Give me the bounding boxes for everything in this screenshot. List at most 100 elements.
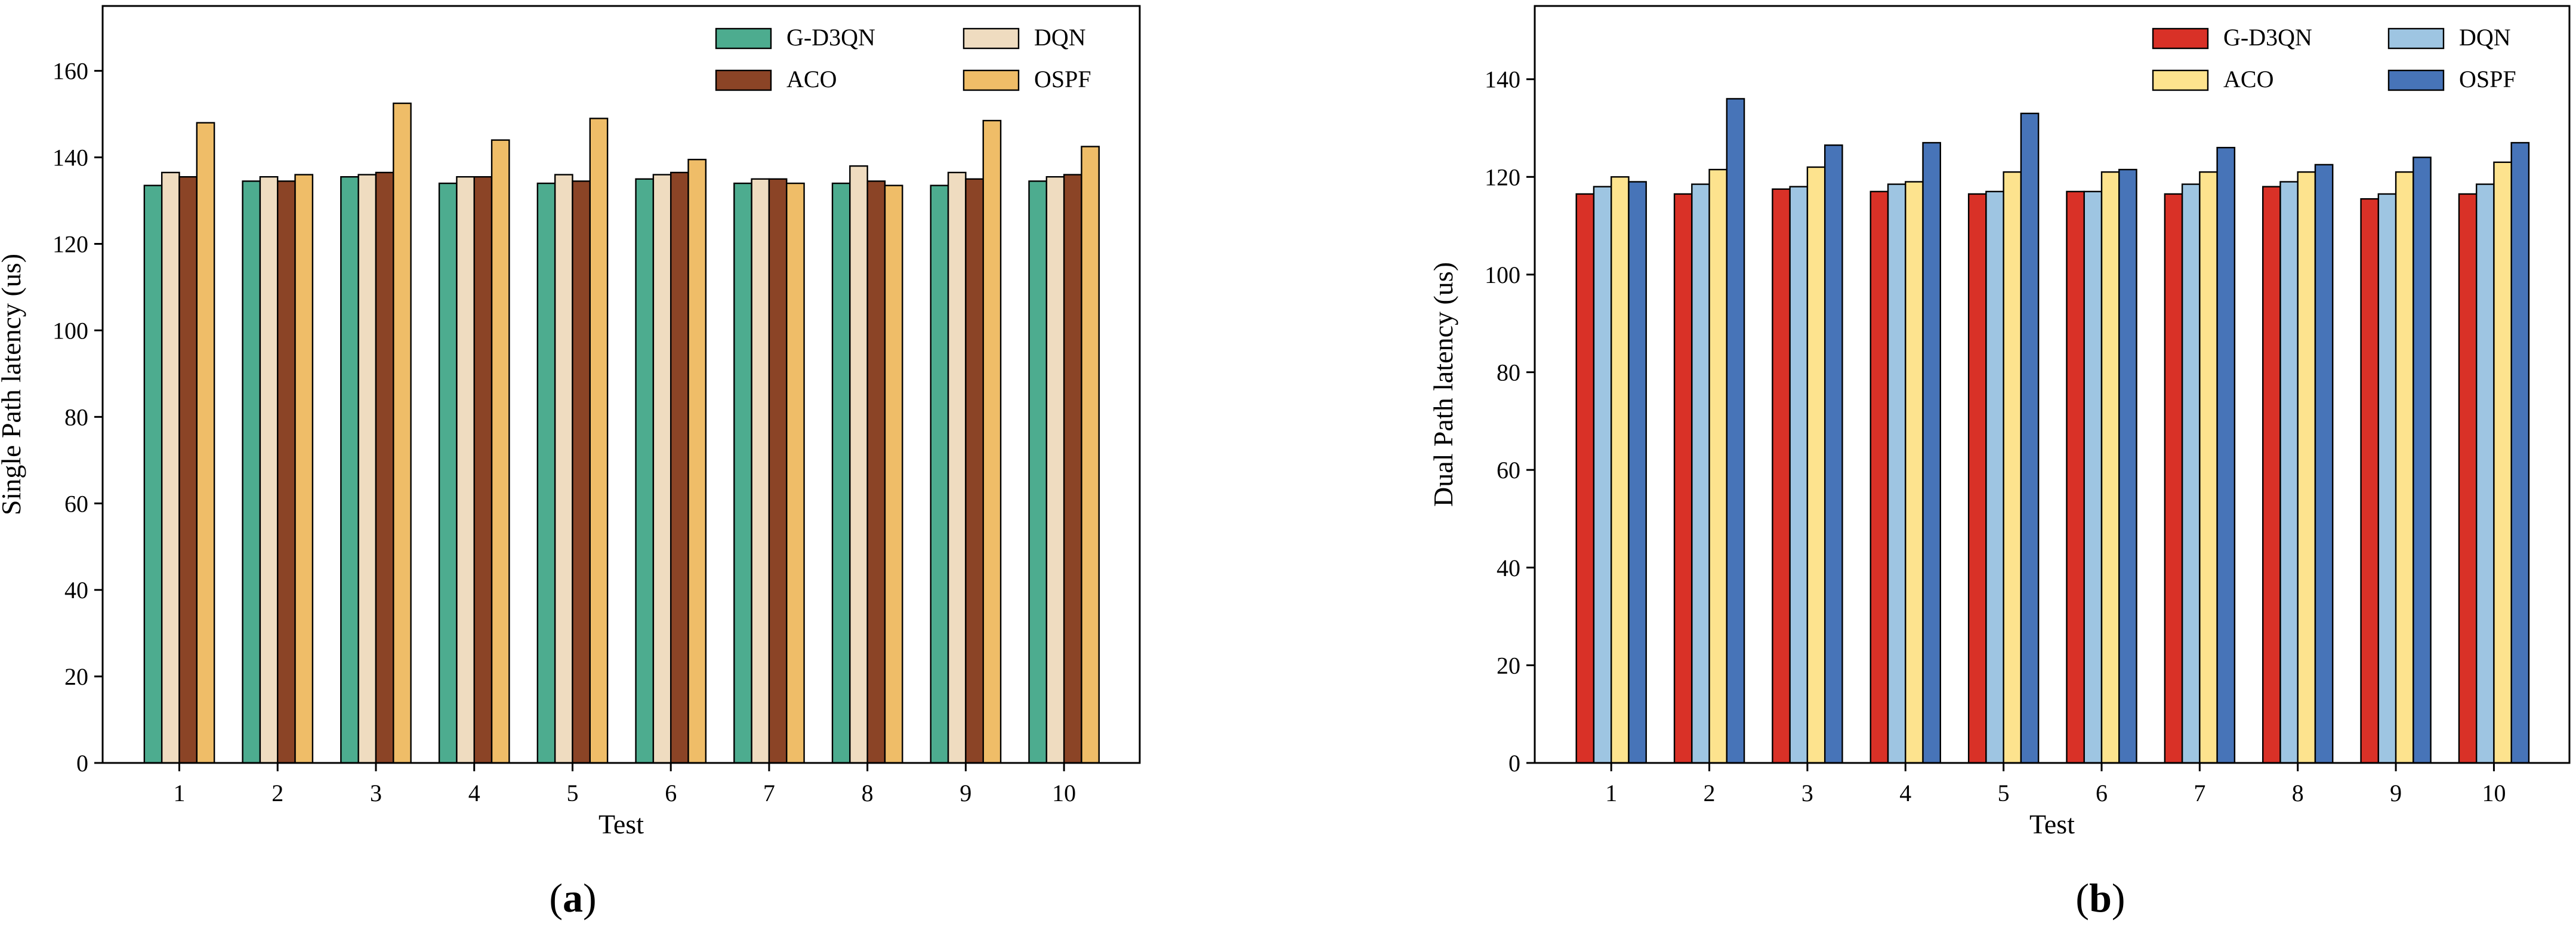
x-tick-label: 6 bbox=[2096, 780, 2108, 807]
bar-aco-test-3 bbox=[375, 171, 394, 764]
plot-frame bbox=[1534, 5, 2571, 764]
y-axis-title: Dual Path latency (us) bbox=[1428, 262, 1458, 507]
chart-panel-b: 0 20 40 60 80 100 120 140 1 2 3 4 5 6 7 8 9 10 Test Dual Pa… bbox=[1288, 0, 2575, 945]
bar-ospf-test-8 bbox=[2314, 164, 2334, 764]
bar-g-d3qn-test-8 bbox=[831, 182, 851, 764]
bar-dqn-test-2 bbox=[259, 176, 279, 764]
legend-swatch-ospf bbox=[962, 69, 1020, 91]
y-tick-label: 100 bbox=[1485, 261, 1520, 288]
x-tick-label: 3 bbox=[1801, 780, 1813, 807]
bar-dqn-test-6 bbox=[652, 174, 672, 764]
bar-dqn-test-8 bbox=[2279, 181, 2299, 764]
legend-label-g-d3qn: G-D3QN bbox=[2223, 24, 2312, 51]
x-axis: 1 2 3 4 5 6 7 8 9 10 bbox=[1605, 763, 2506, 807]
y-tick-label: 100 bbox=[53, 317, 88, 344]
legend-label-dqn: DQN bbox=[2459, 24, 2511, 51]
bar-ospf-test-8 bbox=[884, 184, 903, 764]
bar-g-d3qn-test-9 bbox=[930, 184, 949, 764]
bar-g-d3qn-test-8 bbox=[2262, 186, 2281, 764]
bar-g-d3qn-test-6 bbox=[2066, 190, 2085, 764]
bar-ospf-test-1 bbox=[1628, 181, 1647, 764]
x-tick-label: 3 bbox=[370, 780, 382, 807]
bar-aco-test-6 bbox=[2100, 171, 2120, 764]
bar-dqn-test-3 bbox=[357, 174, 377, 764]
x-tick-label: 6 bbox=[665, 780, 677, 807]
bar-g-d3qn-test-1 bbox=[143, 184, 163, 764]
y-tick-label: 120 bbox=[53, 231, 88, 258]
x-tick-label: 8 bbox=[862, 780, 874, 807]
plot-area bbox=[1575, 98, 2530, 764]
series-ospf bbox=[196, 102, 1100, 764]
y-tick-label: 120 bbox=[1485, 164, 1520, 190]
x-tick-label: 5 bbox=[566, 780, 578, 807]
y-axis: 0 20 40 60 80 100 120 140 160 bbox=[53, 58, 103, 777]
bar-dqn-test-8 bbox=[849, 165, 868, 764]
bar-dqn-test-2 bbox=[1691, 183, 1710, 764]
x-axis-title: Test bbox=[599, 809, 644, 839]
bar-aco-test-2 bbox=[277, 180, 296, 764]
chart-panel-a: 0 20 40 60 80 100 120 140 160 1 2 3 4 5 6 7 8 9 10 Test Sing… bbox=[0, 5, 1141, 921]
bar-dqn-test-1 bbox=[1593, 186, 1612, 764]
panel-label-b: (b) bbox=[2075, 875, 2125, 921]
y-tick-label: 40 bbox=[64, 577, 88, 604]
legend-label-aco: ACO bbox=[786, 66, 837, 93]
x-tick-label: 2 bbox=[272, 780, 283, 807]
y-axis-title: Single Path latency (us) bbox=[0, 254, 26, 515]
bar-dqn-test-7 bbox=[751, 178, 770, 764]
bar-aco-test-9 bbox=[2395, 171, 2414, 764]
bar-chart-single-path: 0 20 40 60 80 100 120 140 160 1 2 3 4 5 6 7 8 9 10 Test Sing… bbox=[0, 5, 1141, 839]
x-tick-label: 7 bbox=[763, 780, 775, 807]
bar-ospf-test-9 bbox=[982, 119, 1002, 764]
x-axis-title: Test bbox=[2029, 809, 2075, 839]
bar-g-d3qn-test-2 bbox=[1673, 193, 1693, 764]
x-tick-label: 5 bbox=[1998, 780, 2010, 807]
legend: G-D3QN DQN ACO OSPF bbox=[715, 24, 1091, 93]
bar-g-d3qn-test-3 bbox=[1772, 188, 1791, 764]
y-tick-label: 0 bbox=[1508, 750, 1520, 777]
bar-aco-test-8 bbox=[2297, 171, 2316, 764]
series-ospf bbox=[1628, 98, 2530, 764]
bar-aco-test-1 bbox=[1611, 176, 1630, 764]
legend: G-D3QN DQN ACO OSPF bbox=[2152, 24, 2516, 93]
bar-ospf-test-3 bbox=[393, 102, 412, 764]
legend-swatch-g-d3qn bbox=[2152, 27, 2209, 50]
bar-dqn-test-3 bbox=[1789, 186, 1809, 764]
bar-g-d3qn-test-10 bbox=[2458, 193, 2478, 764]
bar-aco-test-8 bbox=[866, 180, 886, 764]
bar-dqn-test-7 bbox=[2181, 183, 2201, 764]
bar-g-d3qn-test-2 bbox=[242, 180, 261, 764]
bar-aco-test-3 bbox=[1806, 166, 1826, 764]
y-tick-label: 140 bbox=[53, 144, 88, 171]
bar-dqn-test-10 bbox=[1045, 176, 1065, 764]
bar-dqn-test-9 bbox=[947, 171, 967, 764]
bar-aco-test-1 bbox=[178, 176, 198, 764]
bar-ospf-test-5 bbox=[2020, 112, 2040, 764]
legend-swatch-aco bbox=[715, 69, 772, 91]
bar-ospf-test-7 bbox=[786, 182, 805, 764]
y-tick-label: 20 bbox=[64, 663, 88, 690]
panel-label-a: (a) bbox=[549, 875, 597, 921]
bar-g-d3qn-test-7 bbox=[733, 182, 752, 764]
bar-dqn-test-5 bbox=[1985, 190, 2004, 764]
bar-ospf-test-10 bbox=[2510, 141, 2530, 764]
bar-g-d3qn-test-3 bbox=[340, 176, 359, 764]
y-axis: 0 20 40 60 80 100 120 140 bbox=[1485, 66, 1535, 777]
bar-aco-test-5 bbox=[572, 180, 591, 764]
bar-aco-test-2 bbox=[1708, 168, 1728, 764]
y-tick-label: 0 bbox=[76, 750, 88, 777]
x-tick-label: 10 bbox=[1052, 780, 1076, 807]
x-tick-label: 7 bbox=[2194, 780, 2205, 807]
bar-g-d3qn-test-7 bbox=[2164, 193, 2183, 764]
x-axis: 1 2 3 4 5 6 7 8 9 10 bbox=[173, 763, 1076, 807]
bar-aco-test-10 bbox=[1063, 174, 1082, 764]
y-tick-label: 80 bbox=[1497, 359, 1520, 386]
bar-aco-test-7 bbox=[768, 178, 788, 764]
bar-aco-test-6 bbox=[670, 171, 689, 764]
bar-g-d3qn-test-5 bbox=[1967, 193, 1987, 764]
bar-g-d3qn-test-10 bbox=[1028, 180, 1048, 764]
legend-label-dqn: DQN bbox=[1034, 24, 1086, 51]
legend-swatch-aco bbox=[2152, 69, 2209, 91]
legend-label-g-d3qn: G-D3QN bbox=[786, 24, 875, 51]
y-tick-label: 60 bbox=[1497, 457, 1520, 484]
bar-aco-test-10 bbox=[2493, 161, 2512, 764]
